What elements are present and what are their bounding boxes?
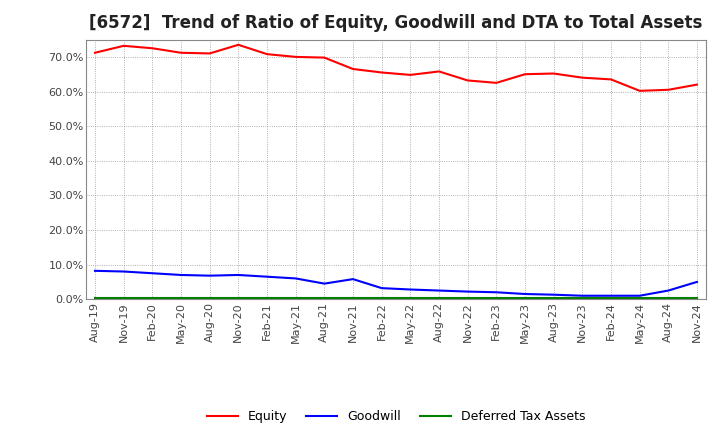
Goodwill bbox=[521, 291, 529, 297]
Goodwill bbox=[91, 268, 99, 273]
Deferred Tax Assets bbox=[120, 296, 128, 301]
Equity bbox=[607, 77, 616, 82]
Deferred Tax Assets bbox=[348, 296, 357, 301]
Goodwill bbox=[263, 274, 271, 279]
Goodwill bbox=[406, 287, 415, 292]
Goodwill bbox=[148, 271, 157, 276]
Equity bbox=[635, 88, 644, 93]
Equity bbox=[263, 51, 271, 57]
Goodwill bbox=[377, 286, 386, 291]
Line: Goodwill: Goodwill bbox=[95, 271, 697, 296]
Deferred Tax Assets bbox=[635, 296, 644, 301]
Goodwill bbox=[664, 288, 672, 293]
Equity bbox=[205, 51, 214, 56]
Deferred Tax Assets bbox=[492, 296, 500, 301]
Equity bbox=[549, 71, 558, 76]
Deferred Tax Assets bbox=[521, 296, 529, 301]
Deferred Tax Assets bbox=[205, 296, 214, 301]
Deferred Tax Assets bbox=[91, 296, 99, 301]
Equity bbox=[406, 72, 415, 77]
Deferred Tax Assets bbox=[435, 296, 444, 301]
Goodwill bbox=[549, 292, 558, 297]
Equity bbox=[377, 70, 386, 75]
Deferred Tax Assets bbox=[377, 296, 386, 301]
Deferred Tax Assets bbox=[263, 296, 271, 301]
Title: [6572]  Trend of Ratio of Equity, Goodwill and DTA to Total Assets: [6572] Trend of Ratio of Equity, Goodwil… bbox=[89, 15, 703, 33]
Equity bbox=[492, 80, 500, 85]
Equity bbox=[693, 82, 701, 87]
Goodwill bbox=[635, 293, 644, 298]
Equity bbox=[120, 43, 128, 48]
Equity bbox=[320, 55, 328, 60]
Deferred Tax Assets bbox=[578, 296, 587, 301]
Equity bbox=[292, 54, 300, 59]
Deferred Tax Assets bbox=[464, 296, 472, 301]
Goodwill bbox=[693, 279, 701, 285]
Equity bbox=[464, 78, 472, 83]
Goodwill bbox=[492, 290, 500, 295]
Goodwill bbox=[348, 276, 357, 282]
Equity bbox=[91, 50, 99, 55]
Deferred Tax Assets bbox=[693, 296, 701, 301]
Equity bbox=[148, 46, 157, 51]
Equity bbox=[176, 50, 185, 55]
Goodwill bbox=[607, 293, 616, 298]
Deferred Tax Assets bbox=[549, 296, 558, 301]
Legend: Equity, Goodwill, Deferred Tax Assets: Equity, Goodwill, Deferred Tax Assets bbox=[202, 405, 590, 428]
Line: Equity: Equity bbox=[95, 45, 697, 91]
Goodwill bbox=[464, 289, 472, 294]
Equity bbox=[435, 69, 444, 74]
Goodwill bbox=[120, 269, 128, 274]
Deferred Tax Assets bbox=[607, 296, 616, 301]
Equity bbox=[234, 42, 243, 48]
Equity bbox=[348, 66, 357, 72]
Deferred Tax Assets bbox=[234, 296, 243, 301]
Deferred Tax Assets bbox=[320, 296, 328, 301]
Equity bbox=[664, 87, 672, 92]
Deferred Tax Assets bbox=[148, 296, 157, 301]
Goodwill bbox=[205, 273, 214, 279]
Goodwill bbox=[320, 281, 328, 286]
Deferred Tax Assets bbox=[664, 296, 672, 301]
Goodwill bbox=[578, 293, 587, 298]
Goodwill bbox=[435, 288, 444, 293]
Equity bbox=[521, 72, 529, 77]
Deferred Tax Assets bbox=[406, 296, 415, 301]
Goodwill bbox=[176, 272, 185, 278]
Goodwill bbox=[292, 276, 300, 281]
Deferred Tax Assets bbox=[292, 296, 300, 301]
Equity bbox=[578, 75, 587, 81]
Goodwill bbox=[234, 272, 243, 278]
Deferred Tax Assets bbox=[176, 296, 185, 301]
